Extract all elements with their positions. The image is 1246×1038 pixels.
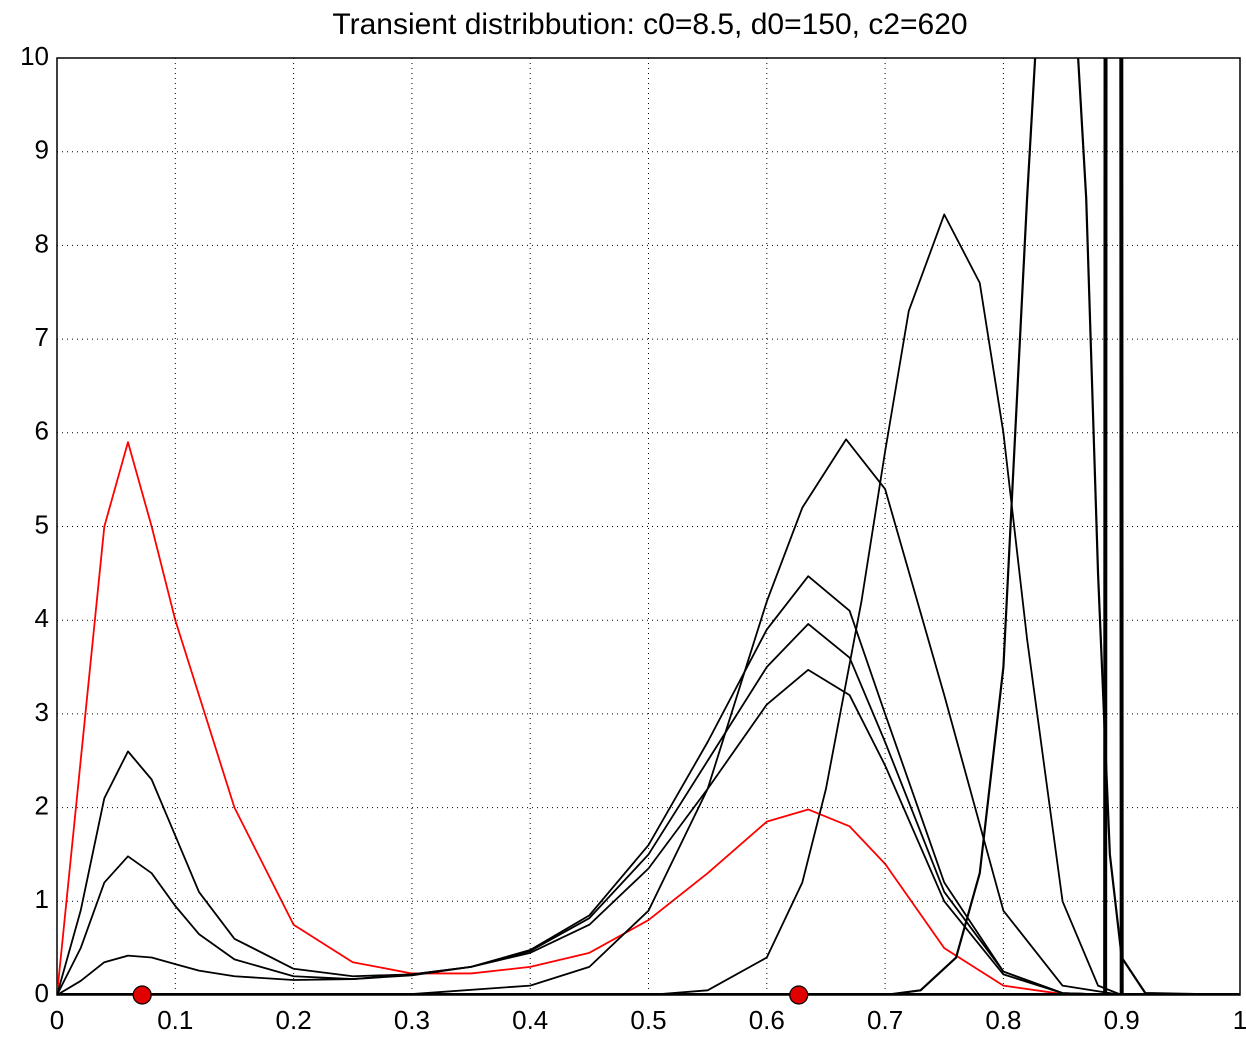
x-tick-label: 0.6 (749, 1005, 785, 1035)
line-series (57, 623, 1122, 995)
y-tick-label: 7 (35, 322, 49, 352)
line-series (57, 668, 1122, 995)
y-tick-label: 3 (35, 697, 49, 727)
x-tick-label: 0 (50, 1005, 64, 1035)
y-tick-label: 10 (20, 41, 49, 71)
x-tick-label: 0.1 (157, 1005, 193, 1035)
x-tick-label: 1 (1233, 1005, 1246, 1035)
x-tick-label: 0.5 (630, 1005, 666, 1035)
y-tick-label: 1 (35, 884, 49, 914)
y-tick-label: 6 (35, 416, 49, 446)
y-tick-label: 4 (35, 603, 49, 633)
x-tick-label: 0.9 (1104, 1005, 1140, 1035)
y-tick-label: 2 (35, 790, 49, 820)
y-tick-label: 0 (35, 978, 49, 1008)
x-tick-label: 0.2 (276, 1005, 312, 1035)
line-series (57, 213, 1123, 995)
x-tick-label: 0.3 (394, 1005, 430, 1035)
plot (57, 58, 1240, 995)
marker (789, 985, 809, 1005)
line-series (57, 438, 1122, 995)
y-tick-label: 5 (35, 509, 49, 539)
line-series (57, 441, 1122, 995)
y-tick-label: 9 (35, 135, 49, 165)
chart-title: Transient distribbution: c0=8.5, d0=150,… (332, 8, 967, 41)
x-tick-label: 0.8 (985, 1005, 1021, 1035)
marker (132, 985, 152, 1005)
x-tick-label: 0.4 (512, 1005, 548, 1035)
x-tick-label: 0.7 (867, 1005, 903, 1035)
y-tick-label: 8 (35, 228, 49, 258)
